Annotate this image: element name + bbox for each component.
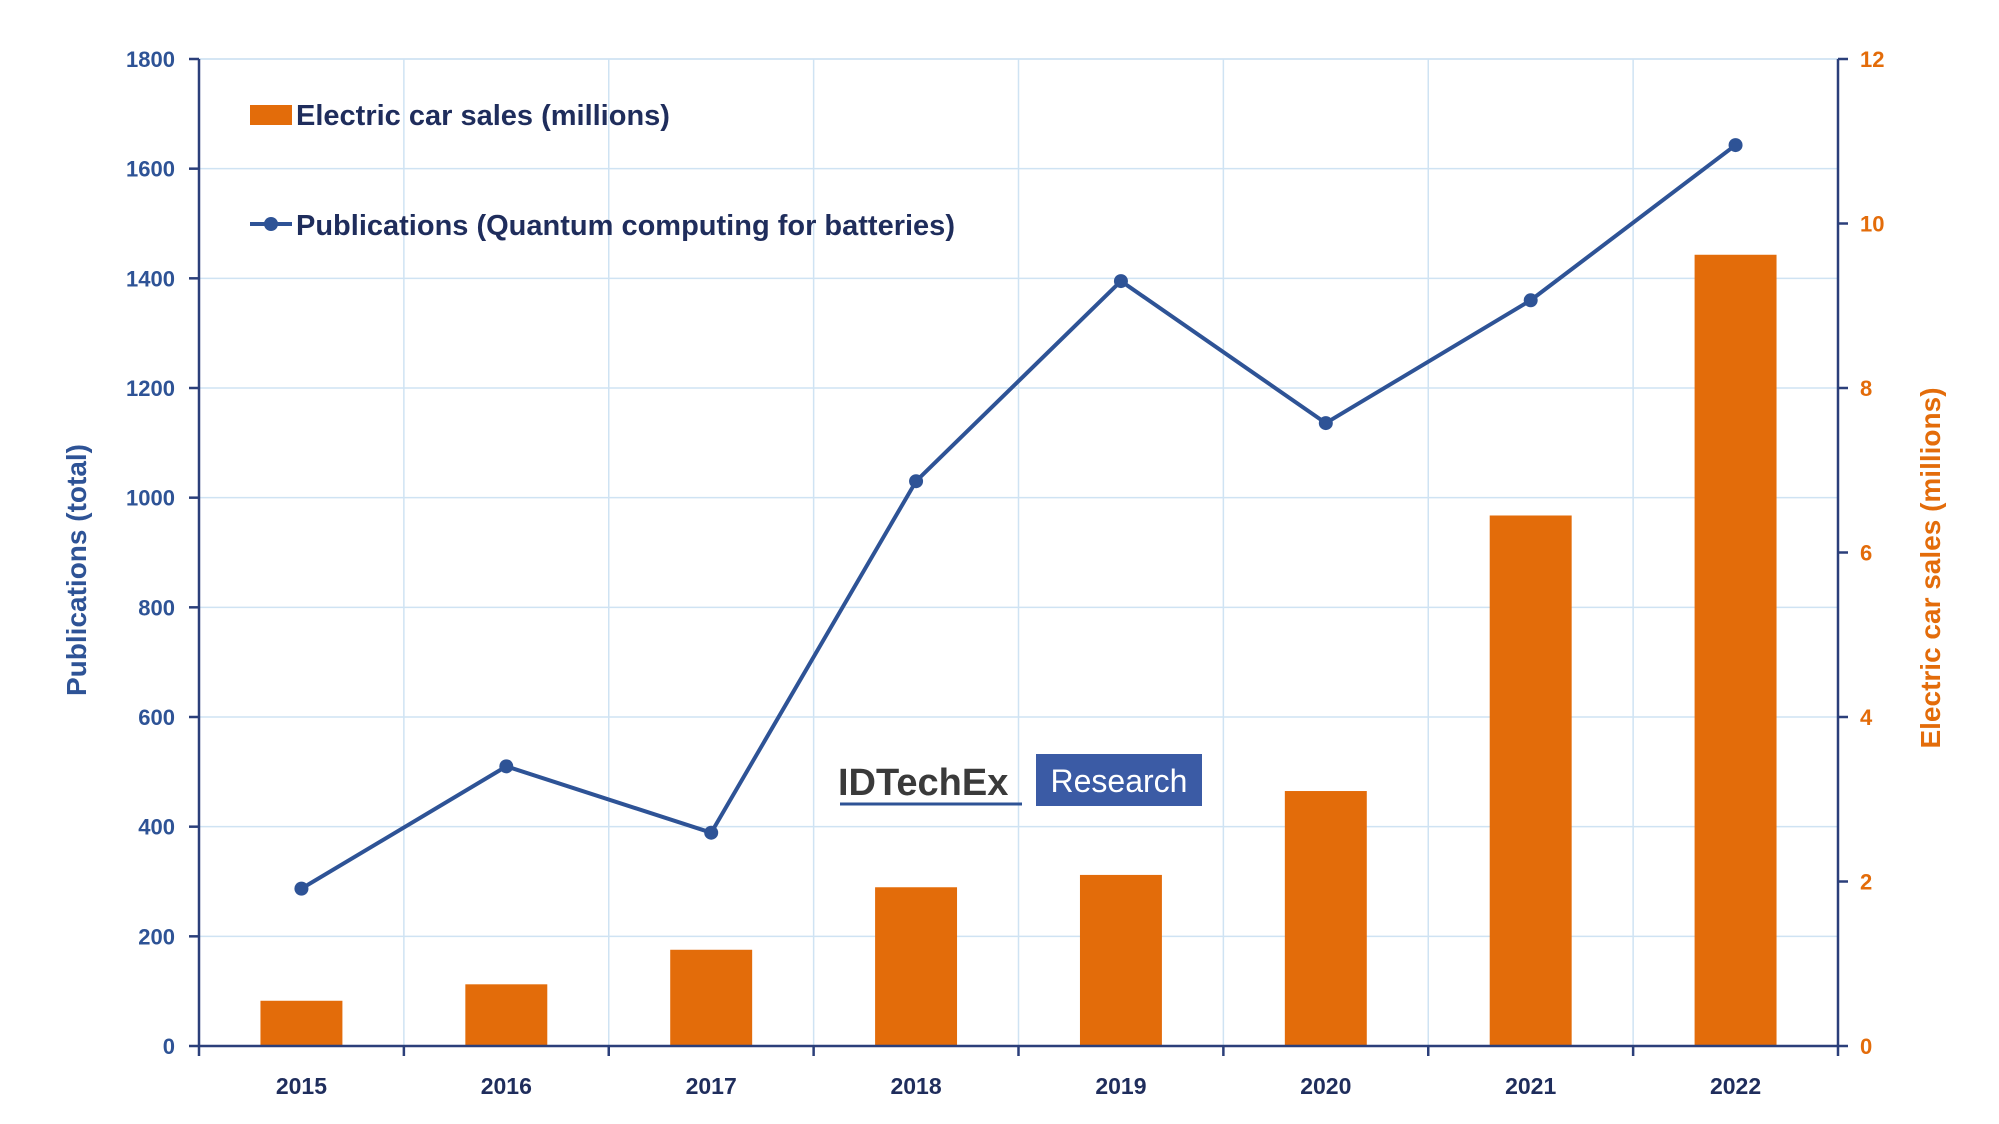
y-right-tick-label: 12 (1860, 47, 1884, 72)
y-left-tick-label: 200 (138, 924, 175, 949)
point-2022 (1728, 138, 1743, 153)
x-tick-label: 2019 (1095, 1073, 1146, 1099)
y-left-tick-label: 1400 (126, 266, 175, 291)
y-left-tick-label: 1200 (126, 376, 175, 401)
y-right-tick-label: 4 (1860, 705, 1873, 730)
y-right-tick-label: 8 (1860, 376, 1872, 401)
bar-2021 (1489, 515, 1572, 1046)
x-tick-label: 2017 (686, 1073, 737, 1099)
point-2018 (909, 474, 924, 489)
y-right-tick-label: 6 (1860, 541, 1872, 566)
y-left-tick-label: 1800 (126, 47, 175, 72)
bar-2020 (1284, 791, 1367, 1046)
legend-line-marker (264, 217, 278, 231)
y-right-axis-title: Electric car sales (millions) (1915, 387, 1946, 748)
x-tick-label: 2022 (1710, 1073, 1761, 1099)
x-tick-label: 2016 (481, 1073, 532, 1099)
axes (189, 57, 1848, 1056)
watermark-research-text: Research (1051, 763, 1188, 799)
y-left-tick-label: 600 (138, 705, 175, 730)
bar-2019 (1079, 874, 1162, 1046)
y-left-tick-label: 1000 (126, 486, 175, 511)
y-right-tick-label: 10 (1860, 212, 1884, 237)
legend: Electric car sales (millions) Publicatio… (250, 100, 955, 242)
x-tick-label: 2020 (1300, 1073, 1351, 1099)
point-2017 (704, 825, 719, 840)
y-left-tick-label: 0 (163, 1034, 175, 1059)
bar-2016 (465, 984, 548, 1046)
watermark-idtechex-text: IDTechEx (838, 762, 1008, 804)
bar-2022 (1694, 254, 1777, 1046)
grid (199, 58, 1838, 1046)
point-2020 (1318, 416, 1333, 431)
x-tick-label: 2021 (1505, 1073, 1556, 1099)
point-2021 (1523, 293, 1538, 308)
y-left-tick-label: 800 (138, 595, 175, 620)
y-left-tick-label: 1600 (126, 157, 175, 182)
y-right-tick-label: 2 (1860, 870, 1872, 895)
idtechex-watermark: IDTechEx Research (838, 754, 1202, 806)
point-2015 (294, 881, 309, 896)
y-left-tick-label: 400 (138, 815, 175, 840)
point-2019 (1113, 274, 1128, 289)
tick-labels: 0 200 400 600 800 1000 1200 1400 1600 1800 0 2 4 6 8 10… (126, 47, 1884, 1099)
line-series (294, 138, 1743, 896)
x-tick-label: 2015 (276, 1073, 327, 1099)
bar-2018 (875, 887, 958, 1046)
legend-bar-swatch (250, 105, 292, 125)
bar-2015 (260, 1000, 343, 1046)
y-left-axis-title: Publications (total) (61, 444, 92, 696)
watermark-research-box (1036, 754, 1202, 806)
point-2016 (499, 759, 514, 774)
publications-line (300, 143, 1737, 891)
legend-bar-label: Electric car sales (millions) (296, 100, 670, 132)
x-tick-label: 2018 (890, 1073, 941, 1099)
legend-line-label: Publications (Quantum computing for batt… (296, 210, 955, 242)
y-right-tick-label: 0 (1860, 1034, 1872, 1059)
bar-series (260, 254, 1777, 1046)
bar-2017 (670, 949, 753, 1046)
